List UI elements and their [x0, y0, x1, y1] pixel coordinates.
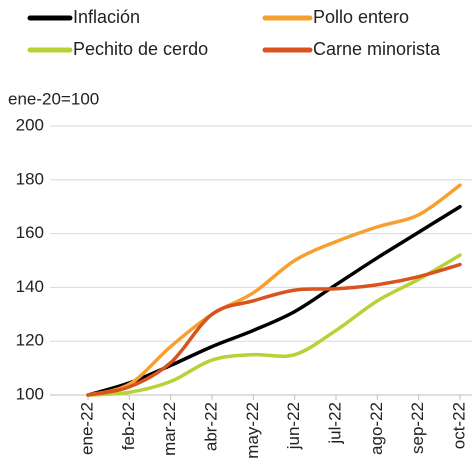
x-tick-label: abr-22 [201, 402, 220, 451]
series-line [86, 183, 462, 397]
x-tick-label: feb-22 [119, 402, 138, 450]
y-tick-label: 100 [16, 384, 44, 403]
x-tick-label: ago-22 [367, 402, 386, 455]
y-axis-label: ene-20=100 [8, 89, 99, 108]
y-tick-label: 120 [16, 331, 44, 350]
series-line [86, 204, 462, 397]
x-tick-label: ene-22 [77, 402, 96, 455]
x-tick-label: oct-22 [449, 402, 468, 449]
y-tick-label: 140 [16, 277, 44, 296]
x-tick-label: jul-22 [325, 402, 344, 445]
series-line [86, 253, 462, 397]
legend-label: Pechito de cerdo [73, 39, 208, 59]
x-tick-label: mar-22 [160, 402, 179, 456]
series-line [86, 262, 462, 397]
x-tick-label: jun-22 [284, 402, 303, 450]
x-tick-label: may-22 [243, 402, 262, 459]
y-tick-label: 180 [16, 169, 44, 188]
legend-label: Inflación [73, 7, 140, 27]
y-tick-label: 200 [16, 115, 44, 134]
legend-label: Pollo entero [313, 7, 409, 27]
y-tick-label: 160 [16, 223, 44, 242]
legend-label: Carne minorista [313, 39, 441, 59]
x-tick-label: sep-22 [408, 402, 427, 454]
